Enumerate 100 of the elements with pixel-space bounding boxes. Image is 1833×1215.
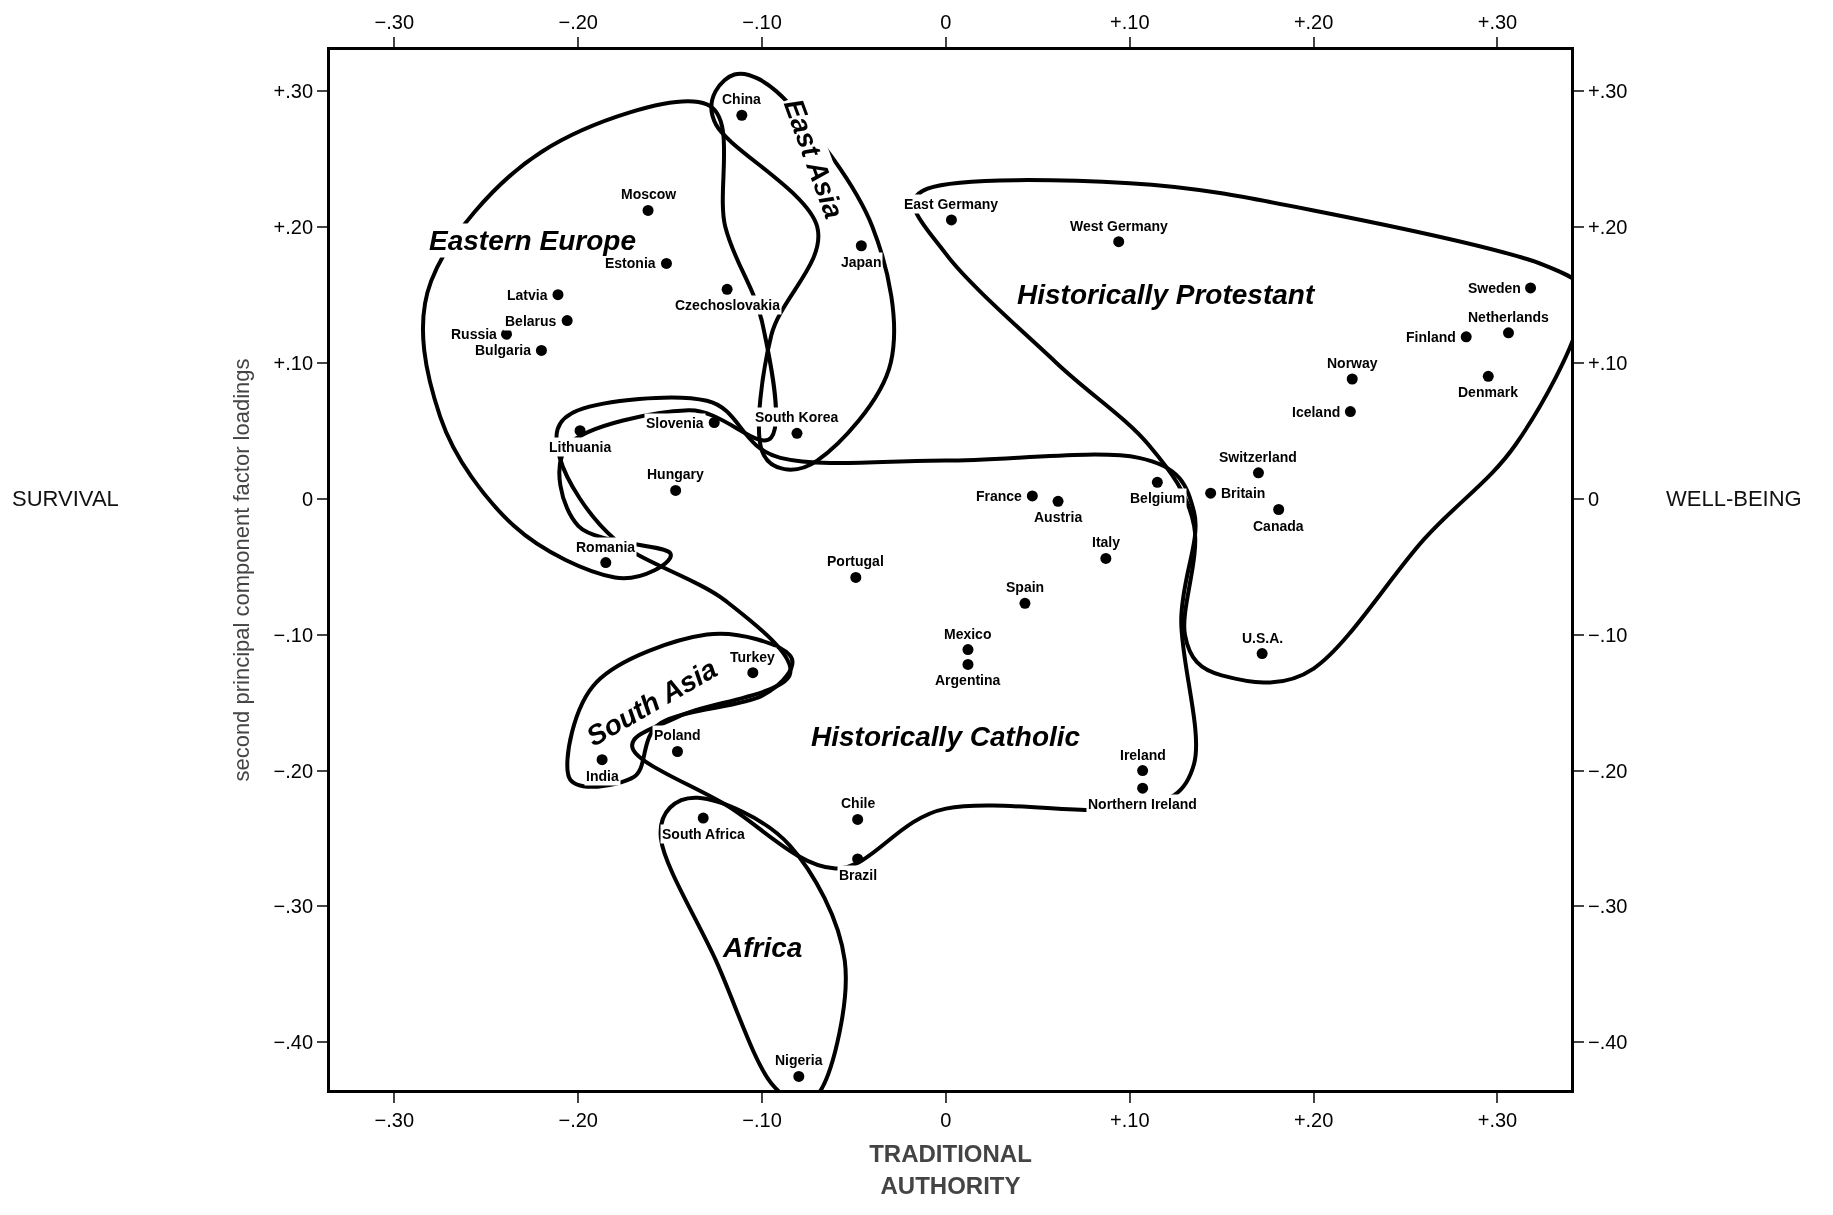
point [574, 425, 586, 437]
point [600, 557, 612, 569]
x2-tick-label: −.30 [374, 1109, 415, 1131]
x2-tick-label: +.30 [1477, 1109, 1518, 1131]
annotation: Hungary [647, 466, 704, 482]
annotation: Historically Protestant [1017, 279, 1316, 310]
point [736, 109, 748, 121]
point [1137, 765, 1149, 777]
annotation: Norway [1327, 355, 1378, 371]
x-tick-label: +.30 [1477, 11, 1518, 33]
annotation: East Germany [904, 196, 999, 212]
annotation: Ireland [1120, 747, 1166, 763]
annotation: Belarus [505, 313, 557, 329]
point [1344, 406, 1356, 418]
point [1151, 476, 1163, 488]
y-tick-label: +.30 [273, 79, 313, 102]
y-tick-label: −.20 [273, 759, 313, 782]
point [1460, 331, 1472, 343]
point [1052, 495, 1064, 507]
annotation: Netherlands [1468, 309, 1550, 325]
annotation: Turkey [730, 649, 776, 665]
y-tick-label: +.10 [273, 351, 313, 374]
y2-tick-label: −.20 [1588, 759, 1628, 782]
annotation: Russia [451, 326, 498, 342]
point [1525, 282, 1537, 294]
annotation: U.S.A. [1242, 630, 1284, 646]
point [1346, 373, 1358, 385]
annotation: Eastern Europe [429, 225, 636, 256]
text: SURVIVAL [12, 486, 119, 511]
annotation: France [976, 488, 1023, 504]
point [642, 204, 654, 216]
point [852, 853, 864, 865]
point [1137, 782, 1149, 794]
annotation: Britain [1221, 485, 1266, 501]
point [1026, 490, 1038, 502]
annotation: Belgium [1130, 490, 1186, 506]
x-tick-label: +.20 [1293, 11, 1334, 33]
annotation: Historically Catholic [811, 721, 1081, 752]
point [962, 658, 974, 670]
annotation: Moscow [621, 186, 677, 202]
annotation: Canada [1253, 518, 1304, 534]
text: WELL-BEING [1666, 486, 1802, 511]
y-tick-label: −.10 [273, 623, 313, 646]
point [1273, 504, 1285, 515]
x2-tick-label: −.20 [558, 1109, 598, 1131]
y-tick-label: +.20 [273, 215, 313, 238]
y2-tick-label: +.20 [1588, 215, 1628, 238]
x-tick-label: 0 [940, 11, 952, 33]
point [697, 812, 709, 824]
point [596, 754, 608, 766]
annotation: Finland [1406, 329, 1456, 345]
point [552, 289, 564, 301]
y2-tick-label: −.30 [1588, 895, 1628, 918]
annotation: Spain [1006, 579, 1045, 595]
annotation: Chile [841, 795, 876, 811]
x-axis-title: TRADITIONAL AUTHORITY [869, 1140, 1032, 1199]
annotation: Czechoslovakia [675, 297, 781, 313]
annotation: Latvia [507, 287, 548, 303]
x2-tick-label: 0 [940, 1109, 952, 1131]
point [1113, 236, 1125, 248]
annotation: China [722, 91, 762, 107]
y-tick-label: −.40 [273, 1031, 313, 1054]
annotation: Portugal [827, 553, 884, 569]
point [721, 283, 733, 295]
point [1256, 648, 1268, 660]
annotation: Denmark [1458, 384, 1519, 400]
point [671, 745, 683, 757]
annotation: Brazil [839, 867, 878, 883]
y2-tick-label: 0 [1588, 487, 1600, 510]
x2-tick-label: +.20 [1293, 1109, 1334, 1131]
point [852, 813, 864, 825]
point [1100, 552, 1112, 564]
point [945, 214, 957, 226]
annotation: Northern Ireland [1088, 796, 1197, 812]
y2-tick-label: −.40 [1588, 1031, 1628, 1054]
y-tick-label: −.30 [273, 895, 313, 918]
point [1019, 597, 1031, 609]
point [1502, 327, 1514, 339]
point [747, 667, 759, 679]
annotation: West Germany [1070, 218, 1168, 234]
x-tick-label: −.20 [558, 11, 598, 33]
x-tick-label: −.30 [374, 11, 415, 33]
point [791, 427, 803, 439]
annotation: Mexico [944, 626, 992, 642]
annotation: Lithuania [549, 439, 612, 455]
annotation: East Asia [777, 94, 850, 223]
annotation: South Africa [662, 826, 745, 842]
annotation: Slovenia [646, 415, 704, 431]
annotation: Iceland [1292, 404, 1341, 420]
point [855, 240, 867, 252]
point [1205, 487, 1217, 499]
annotation: Austria [1034, 509, 1083, 525]
x2-tick-label: −.10 [742, 1109, 782, 1131]
annotation: Estonia [605, 255, 656, 271]
annotation: Bulgaria [475, 342, 532, 358]
y-axis-title: second principal component factor loadings [229, 358, 255, 782]
annotation: Italy [1092, 534, 1121, 550]
point [1482, 370, 1494, 382]
x-tick-label: +.10 [1110, 11, 1150, 33]
annotation: South Korea [755, 409, 839, 425]
